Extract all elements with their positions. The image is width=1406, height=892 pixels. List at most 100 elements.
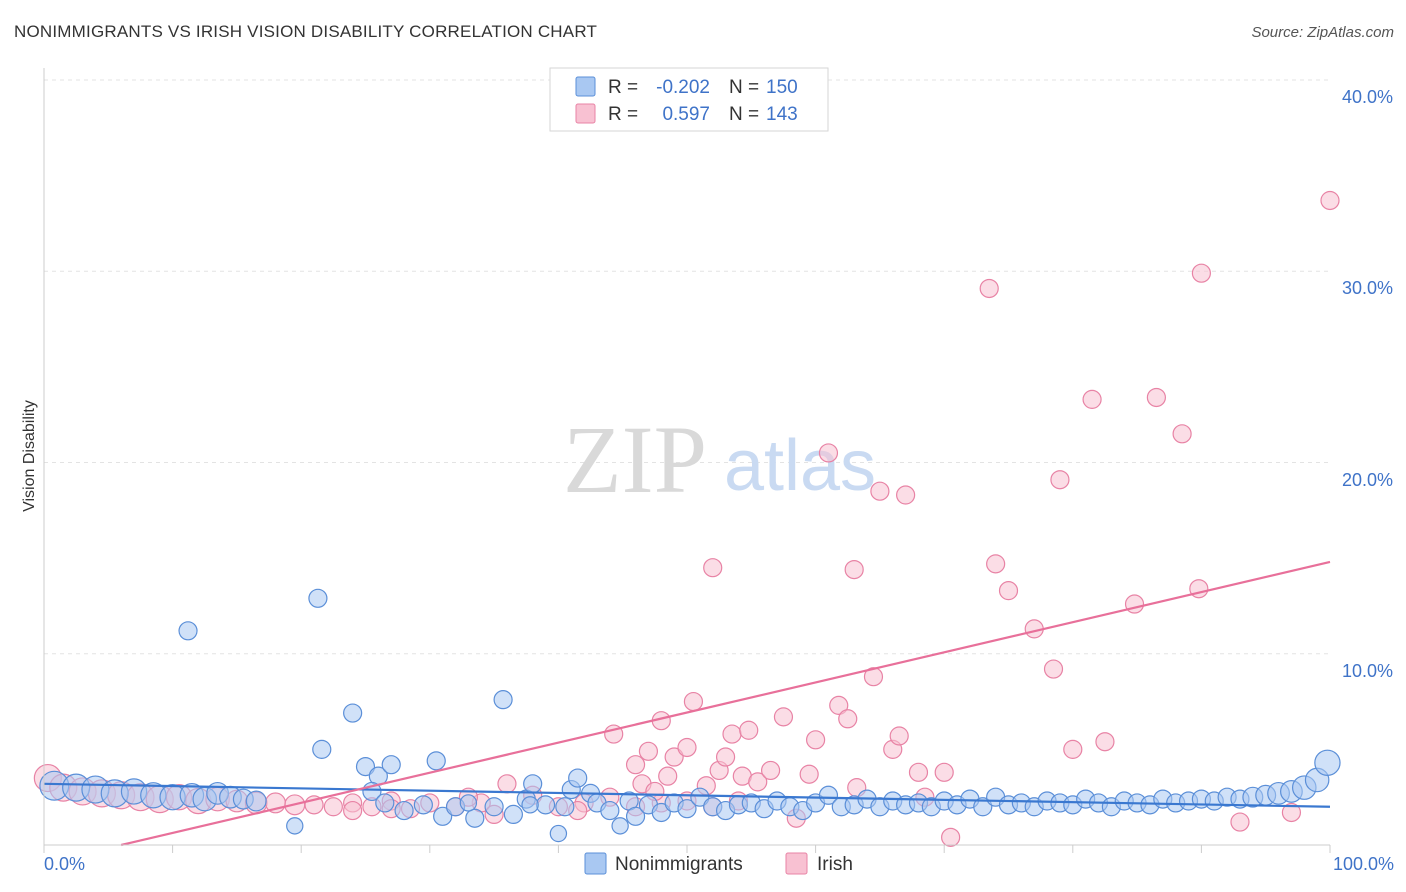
watermark-atlas: atlas: [724, 426, 876, 506]
point-irish-76: [986, 554, 1006, 574]
point-nonimmigrants-33: [535, 795, 556, 815]
point-nonimmigrants-12: [245, 790, 267, 812]
point-irish-73: [934, 762, 954, 782]
point-irish-82: [1082, 389, 1102, 409]
chart-title: NONIMMIGRANTS VS IRISH VISION DISABILITY…: [14, 22, 598, 41]
legend-swatch-nonimmigrants[interactable]: [584, 852, 607, 875]
point-irish-23: [497, 774, 517, 794]
point-nonimmigrants-41: [625, 806, 646, 826]
y-tick-label-30: 30.0%: [1342, 278, 1393, 298]
point-irish-15: [323, 797, 343, 817]
point-nonimmigrants-14: [308, 588, 328, 608]
point-irish-74: [941, 827, 961, 847]
legend-label-nonimmigrants[interactable]: Nonimmigrants: [615, 854, 743, 875]
chart-source: Source: ZipAtlas.com: [1251, 24, 1394, 41]
point-irish-70: [896, 485, 916, 505]
point-nonimmigrants-30: [503, 804, 523, 825]
trend-line-nonimmigrants: [43, 782, 1331, 808]
point-nonimmigrants-19: [381, 755, 401, 775]
point-irish-61: [818, 443, 839, 463]
point-nonimmigrants-29: [484, 797, 504, 817]
point-nonimmigrants-96: [286, 817, 304, 835]
point-nonimmigrants-39: [600, 800, 620, 821]
point-nonimmigrants-46: [690, 787, 710, 807]
point-nonimmigrants-15: [343, 703, 363, 723]
stats-n-value-irish: 143: [766, 104, 798, 125]
point-irish-89: [1230, 812, 1250, 832]
point-irish-38: [625, 755, 646, 775]
point-irish-67: [870, 481, 890, 501]
y-tick-label-20: 20.0%: [1342, 470, 1393, 490]
y-tick-label-10: 10.0%: [1342, 661, 1393, 681]
point-nonimmigrants-45: [677, 799, 697, 819]
point-nonimmigrants-68: [973, 797, 993, 817]
point-irish-39: [638, 741, 659, 761]
stats-r-label-irish: R =: [608, 104, 638, 125]
point-irish-69: [889, 726, 909, 746]
point-nonimmigrants-28: [465, 808, 485, 828]
point-nonimmigrants-17: [355, 756, 376, 777]
point-nonimmigrants-16: [312, 739, 332, 759]
point-nonimmigrants-95: [1314, 749, 1341, 776]
point-irish-55: [748, 772, 768, 792]
stats-n-label-nonimmigrants: N =: [729, 77, 759, 98]
point-irish-83: [1095, 732, 1115, 752]
stats-swatch-irish: [575, 103, 596, 124]
point-irish-57: [773, 707, 794, 727]
point-nonimmigrants-56: [818, 785, 839, 805]
point-nonimmigrants-97: [549, 824, 568, 843]
point-irish-79: [1050, 470, 1070, 490]
point-irish-64: [844, 559, 864, 580]
point-nonimmigrants-25: [413, 795, 433, 815]
stats-swatch-nonimmigrants: [575, 76, 596, 97]
watermark: ZIP atlas: [563, 406, 876, 513]
point-irish-60: [805, 730, 826, 750]
point-irish-47: [683, 691, 704, 712]
point-irish-56: [760, 760, 781, 781]
stats-r-label-nonimmigrants: R =: [608, 77, 638, 98]
point-irish-62: [829, 695, 849, 715]
trend-layer: [43, 560, 1331, 847]
legend: Nonimmigrants Irish: [584, 852, 853, 875]
point-irish-77: [998, 581, 1019, 601]
point-irish-36: [343, 800, 363, 821]
stats-n-value-nonimmigrants: 150: [766, 77, 798, 98]
watermark-zip: ZIP: [563, 406, 707, 513]
point-irish-85: [1146, 387, 1166, 408]
point-irish-91: [1320, 190, 1340, 211]
point-irish-66: [863, 667, 884, 687]
point-nonimmigrants-13: [178, 621, 198, 641]
legend-swatch-irish[interactable]: [785, 852, 808, 875]
point-nonimmigrants-98: [611, 817, 629, 835]
legend-label-irish[interactable]: Irish: [817, 854, 853, 875]
point-irish-63: [838, 709, 858, 729]
point-nonimmigrants-26: [433, 806, 453, 826]
point-irish-54: [739, 720, 759, 740]
point-irish-52: [722, 724, 742, 744]
point-nonimmigrants-99: [521, 796, 539, 814]
point-nonimmigrants-21: [493, 690, 513, 710]
point-irish-49: [703, 558, 723, 578]
stats-r-value-irish: 0.597: [662, 104, 710, 125]
point-nonimmigrants-100: [459, 794, 478, 812]
point-nonimmigrants-23: [375, 793, 395, 813]
y-axis-label: Vision Disability: [21, 400, 38, 512]
point-irish-84: [1124, 594, 1145, 614]
trend-line-irish: [120, 560, 1331, 847]
point-nonimmigrants-43: [651, 802, 671, 823]
point-irish-86: [1172, 424, 1192, 444]
y-tick-label-40: 40.0%: [1342, 87, 1393, 107]
point-irish-90: [1281, 802, 1302, 823]
x-tick-label-max: 100.0%: [1333, 854, 1394, 874]
point-irish-43: [658, 766, 678, 786]
point-irish-75: [979, 278, 999, 299]
points-layer: [33, 190, 1341, 847]
point-irish-88: [1191, 263, 1212, 283]
point-irish-45: [664, 747, 684, 767]
point-irish-51: [715, 747, 736, 767]
point-irish-59: [799, 764, 819, 784]
stats-r-value-nonimmigrants: -0.202: [656, 77, 710, 98]
point-irish-46: [677, 737, 697, 758]
point-nonimmigrants-24: [394, 800, 414, 821]
point-nonimmigrants-32: [523, 774, 543, 794]
